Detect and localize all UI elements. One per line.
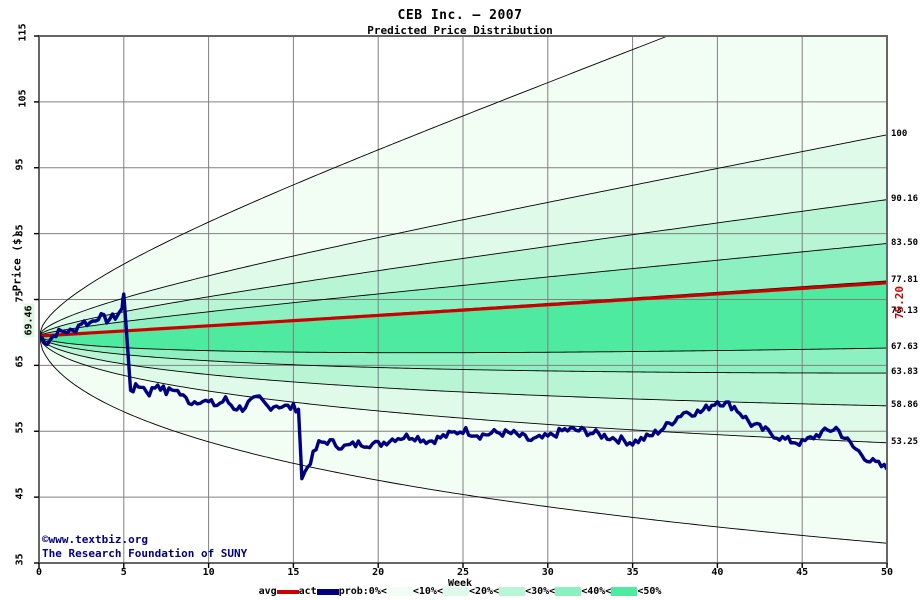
- legend-swatch-30: [499, 587, 526, 596]
- legend-b20-label: <20%<: [468, 586, 500, 597]
- legend-swatch-10: [386, 587, 413, 596]
- chart-subtitle: Predicted Price Distribution: [367, 24, 553, 37]
- x-tick-label: 20: [372, 567, 385, 578]
- x-axis-label: Week: [447, 578, 473, 589]
- x-tick-label: 45: [796, 567, 809, 578]
- x-tick-label: 25: [456, 567, 470, 578]
- legend-b30-label: <30%<: [525, 586, 556, 597]
- legend-b40-label: <40%<: [581, 586, 612, 597]
- legend-b10-label: <10%<: [412, 586, 443, 597]
- x-tick-label: 10: [202, 567, 215, 578]
- x-tick-label: 5: [120, 567, 127, 578]
- start-price-label: 69.46: [23, 303, 35, 338]
- y-tick-label: 35: [14, 553, 26, 566]
- organization-text: The Research Foundation of SUNY: [42, 547, 248, 560]
- right-quantile-label: 77.81: [891, 274, 919, 285]
- y-tick-label: 105: [17, 89, 29, 108]
- y-tick-label: 95: [14, 158, 26, 171]
- x-tick-label: 35: [626, 567, 639, 578]
- x-tick-label: 50: [880, 567, 894, 578]
- legend-act-line-icon: [316, 588, 339, 595]
- legend-avg-line-icon: [276, 589, 299, 594]
- x-tick-label: 0: [35, 567, 43, 578]
- right-quantile-label: 100: [891, 128, 908, 139]
- legend-swatch-40: [555, 587, 582, 596]
- y-tick-label: 85: [14, 224, 26, 237]
- y-tick-label: 115: [17, 23, 29, 42]
- copyright-text: ©www.textbiz.org: [42, 533, 148, 546]
- y-tick-label: 65: [14, 355, 26, 368]
- legend-swatch-20: [442, 587, 469, 596]
- y-tick-label: 55: [14, 421, 26, 434]
- right-quantile-label: 63.83: [891, 367, 919, 378]
- right-quantile-label: 73.13: [891, 305, 919, 316]
- x-tick-label: 40: [711, 567, 724, 578]
- x-tick-label: 30: [541, 567, 554, 578]
- legend-b50-label: <50%: [637, 586, 662, 597]
- legend-avg-label: avg: [258, 586, 277, 597]
- right-quantile-label: 83.50: [891, 237, 919, 248]
- legend-prob-label: prob:0%<: [338, 586, 387, 597]
- legend-swatch-50: [611, 587, 638, 596]
- y-tick-label: 45: [14, 487, 26, 500]
- right-quantile-label: 67.63: [891, 342, 919, 353]
- current-avg-label: 75.20: [893, 285, 907, 320]
- right-quantile-label: 90.16: [891, 193, 919, 204]
- right-quantile-label: 53.25: [891, 436, 919, 447]
- chart-title: CEB Inc. — 2007: [397, 8, 523, 23]
- legend-act-label: act: [298, 586, 317, 597]
- x-tick-label: 15: [287, 567, 300, 578]
- y-tick-label: 75: [14, 289, 26, 303]
- legend: avg act prob:0%< <10%< <20%< <30%< <40%< <50%: [0, 586, 920, 598]
- right-quantile-label: 58.86: [891, 399, 919, 410]
